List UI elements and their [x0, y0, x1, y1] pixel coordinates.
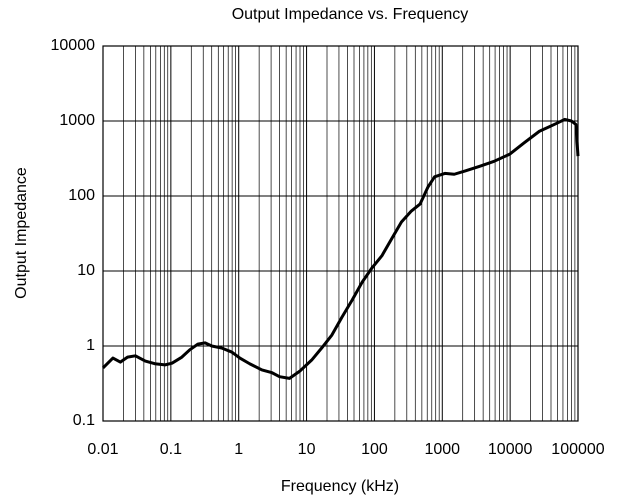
x-tick-label: 100 — [361, 441, 388, 458]
x-tick-label: 1 — [234, 441, 243, 458]
x-tick-label: 0.01 — [87, 441, 118, 458]
plot-frame — [102, 45, 579, 422]
y-axis-label: Output Impedance — [13, 167, 30, 299]
x-axis-label: Frequency (kHz) — [281, 478, 399, 495]
y-tick-label: 1 — [86, 337, 95, 354]
x-tick-label: 1000 — [424, 441, 460, 458]
x-tick-label: 10 — [298, 441, 316, 458]
y-tick-label: 0.1 — [73, 412, 95, 429]
data-line — [101, 117, 580, 380]
x-tick-label: 100000 — [551, 441, 604, 458]
chart-title: Output Impedance vs. Frequency — [232, 6, 469, 23]
y-tick-label: 10000 — [51, 37, 96, 54]
y-tick-label: 10 — [77, 262, 95, 279]
x-tick-label: 0.1 — [160, 441, 182, 458]
x-tick-label: 10000 — [488, 441, 533, 458]
y-tick-label: 100 — [68, 187, 95, 204]
y-tick-label: 1000 — [59, 112, 95, 129]
